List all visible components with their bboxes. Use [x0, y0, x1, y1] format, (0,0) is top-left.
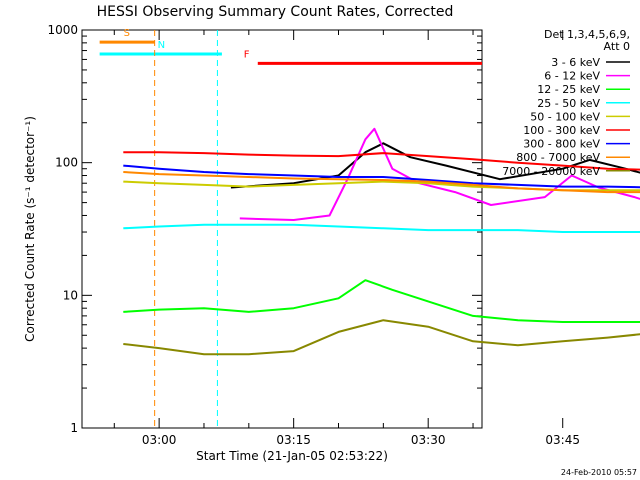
flag-bar-label: S	[124, 28, 130, 39]
series-line	[123, 151, 640, 171]
legend-entry-label: 100 - 300 keV	[523, 124, 600, 137]
flag-bar-label: N	[158, 40, 165, 51]
vertical-markers	[154, 30, 218, 428]
series-line	[239, 127, 640, 221]
series-line	[230, 142, 640, 189]
plot-frame	[81, 29, 483, 429]
y-tick-label: 100	[55, 156, 78, 170]
series-line	[123, 164, 640, 189]
legend-entry-label: 12 - 25 keV	[537, 83, 600, 96]
legend-header: Att 0	[604, 40, 630, 53]
flag-bars: S N F	[99, 28, 482, 65]
series-line	[123, 171, 640, 194]
legend-entry-label: 300 - 800 keV	[523, 138, 600, 151]
flag-bar-label: F	[244, 49, 250, 60]
y-tick-label: 1000	[47, 23, 78, 37]
series-line	[123, 223, 640, 233]
legend-entry-label: 800 - 7000 keV	[516, 151, 600, 164]
y-axis-label: Corrected Count Rate (s⁻¹ detector⁻¹)	[23, 116, 37, 342]
x-tick-label: 03:15	[276, 433, 311, 447]
chart-title: HESSI Observing Summary Count Rates, Cor…	[97, 4, 454, 20]
legend-entry-label: 3 - 6 keV	[551, 56, 600, 69]
legend-entry-label: 25 - 50 keV	[537, 97, 600, 110]
legend-header: Det 1,3,4,5,6,9,	[544, 28, 630, 41]
series-line	[123, 319, 640, 356]
legend-entry-label: 7000 - 20000 keV	[502, 165, 600, 178]
timestamp-stamp: 24-Feb-2010 05:57	[561, 468, 637, 477]
x-axis-label: Start Time (21-Jan-05 02:53:22)	[196, 449, 388, 463]
y-tick-label: 10	[63, 288, 78, 302]
x-tick-label: 03:45	[545, 433, 580, 447]
y-tick-label: 1	[70, 421, 78, 435]
legend-entry-label: 50 - 100 keV	[530, 110, 600, 123]
x-tick-label: 03:00	[142, 433, 177, 447]
data-series	[123, 127, 640, 356]
axes: 110100100003:0003:1503:3003:4504:0004:15…	[23, 23, 580, 463]
x-tick-label: 03:30	[411, 433, 446, 447]
series-line	[123, 279, 640, 323]
legend-entry-label: 6 - 12 keV	[544, 70, 600, 83]
